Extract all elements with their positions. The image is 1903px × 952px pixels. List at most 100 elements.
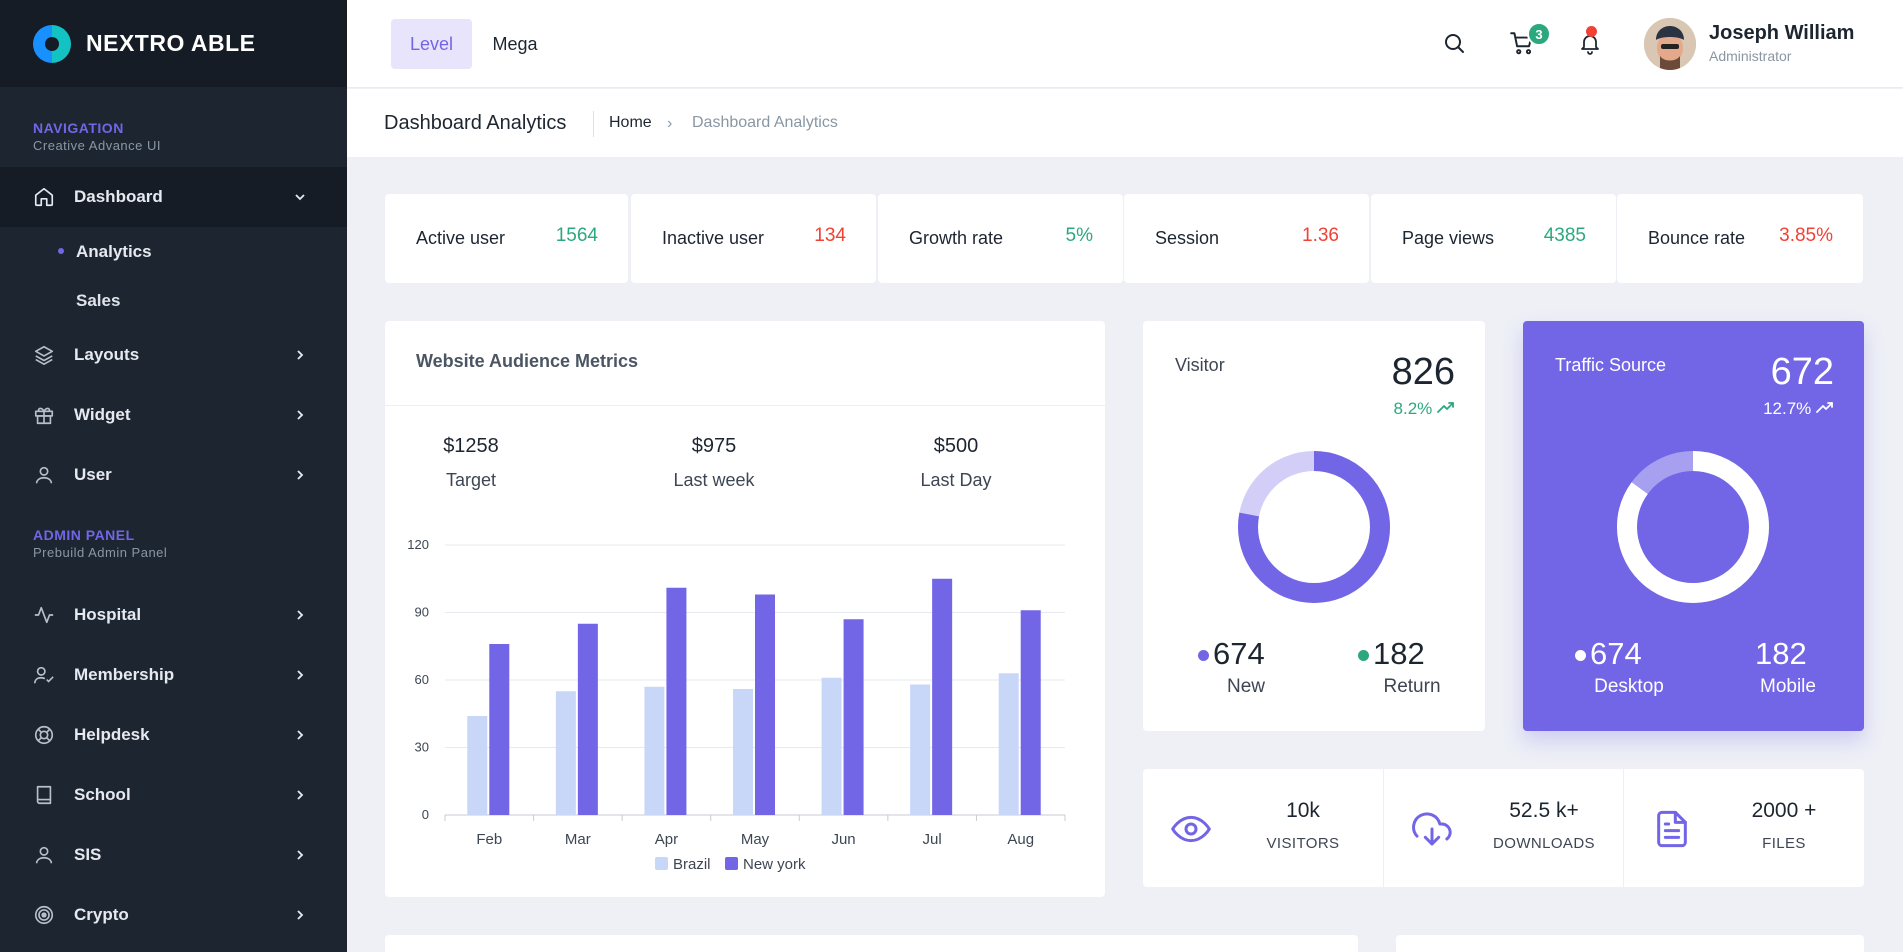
mini-stat-label: VISITORS	[1266, 835, 1340, 852]
tab-mega[interactable]: Mega	[492, 33, 538, 54]
sidebar-item-school[interactable]: School	[0, 765, 347, 825]
sidebar-subitem-sales[interactable]: Sales	[0, 276, 347, 325]
sidebar-item-widget[interactable]: Widget	[0, 385, 347, 445]
bar-new-york-jun	[843, 619, 864, 815]
metric-last-week: $975 Last week	[634, 435, 794, 491]
breadcrumb-divider	[593, 111, 594, 137]
bar-new-york-aug	[1020, 610, 1041, 815]
subitem-label: Sales	[76, 290, 121, 310]
mini-stat-files: 2000 + FILES	[1624, 769, 1864, 887]
activity-icon	[33, 604, 55, 626]
traffic-desktop-value: 674	[1575, 636, 1642, 672]
sidebar-item-helpdesk[interactable]: Helpdesk	[0, 705, 347, 765]
sidebar-subitem-analytics[interactable]: Analytics	[0, 227, 347, 276]
sidebar-item-label: SIS	[74, 845, 102, 864]
legend-label: New york	[743, 856, 806, 873]
bottom-card-right	[1396, 935, 1864, 952]
sidebar-item-label: Hospital	[74, 605, 142, 624]
tab-level[interactable]: Level	[391, 19, 472, 69]
chevron-right-icon	[297, 470, 304, 480]
user-icon	[33, 844, 55, 866]
stat-value: 4385	[1543, 225, 1586, 246]
x-tick-label: Jul	[923, 831, 942, 848]
sidebar: NEXTRO ABLE NAVIGATION Creative Advance …	[0, 0, 347, 952]
breadcrumb-home-link[interactable]: Home	[609, 114, 652, 131]
audience-metrics-card: Website Audience Metrics $1258 Target $9…	[385, 321, 1105, 897]
sidebar-item-membership[interactable]: Membership	[0, 645, 347, 705]
caption-subtitle: Prebuild Admin Panel	[33, 545, 168, 560]
y-tick-label: 60	[415, 672, 429, 687]
book-icon	[33, 784, 55, 806]
visitor-donut-chart	[1238, 451, 1390, 603]
avatar[interactable]	[1644, 18, 1696, 70]
metric-label: Target	[445, 470, 497, 490]
stat-card-bounce-rate: Bounce rate 3.85%	[1617, 194, 1863, 283]
stat-label: Page views	[1402, 228, 1495, 248]
cart-badge: 3	[1527, 22, 1551, 46]
metric-last-day: $500 Last Day	[876, 435, 1036, 491]
stat-label: Active user	[416, 228, 506, 248]
metric-target: $1258 Target	[391, 435, 551, 491]
chevron-right-icon	[297, 790, 304, 800]
visitor-return-value: 182	[1358, 636, 1425, 672]
sidebar-item-crypto[interactable]: Crypto	[0, 885, 347, 945]
audience-bar-chart: 0 30 60 90 120 Feb Mar Apr May Jun Jul Aug Brazil New…	[407, 537, 1066, 873]
visitor-total: 826	[1391, 351, 1455, 393]
eye-icon	[1171, 815, 1211, 843]
metric-label: Last week	[673, 470, 755, 490]
traffic-change: 12.7%	[1763, 399, 1834, 419]
layers-icon	[33, 344, 55, 366]
stat-label: Growth rate	[909, 228, 1004, 248]
logo-bar: NEXTRO ABLE	[0, 0, 347, 87]
chevron-right-icon	[297, 670, 304, 680]
search-icon[interactable]	[1439, 28, 1469, 58]
trending-up-icon	[1816, 402, 1833, 413]
x-tick-label: May	[741, 831, 770, 848]
bar-brazil-jul	[910, 684, 931, 815]
bar-new-york-may	[755, 594, 775, 815]
chevron-right-icon	[297, 730, 304, 740]
metric-value: $975	[691, 435, 737, 457]
stat-card-growth-rate: Growth rate 5%	[878, 194, 1123, 283]
stat-label: Inactive user	[662, 228, 765, 248]
x-tick-label: Aug	[1007, 831, 1034, 848]
traffic-total: 672	[1770, 351, 1834, 393]
sidebar-item-layouts[interactable]: Layouts	[0, 325, 347, 385]
traffic-donut-chart	[1617, 451, 1769, 603]
bar-brazil-mar	[555, 691, 576, 815]
bar-new-york-mar	[577, 623, 598, 815]
stat-card-page-views: Page views 4385	[1371, 194, 1616, 283]
mini-stat-value: 52.5 k+	[1509, 799, 1579, 822]
active-dot	[58, 248, 64, 254]
desktop-dot	[1575, 650, 1586, 662]
admin-panel-caption: ADMIN PANEL Prebuild Admin Panel	[0, 505, 347, 585]
user-name[interactable]: Joseph William	[1709, 22, 1855, 44]
sidebar-item-user[interactable]: User	[0, 445, 347, 505]
sidebar-item-label: Layouts	[74, 345, 140, 364]
sidebar-item-hospital[interactable]: Hospital	[0, 585, 347, 645]
sidebar-item-label: Widget	[74, 405, 131, 424]
sidebar-item-dashboard[interactable]: Dashboard	[0, 167, 347, 227]
traffic-desktop-label: Desktop	[1594, 676, 1664, 697]
stat-card-session: Session 1.36	[1124, 194, 1369, 283]
stat-value: 1.36	[1302, 225, 1339, 246]
mini-stat-label: DOWNLOADS	[1493, 835, 1595, 852]
navigation-caption: NAVIGATION Creative Advance UI	[0, 87, 347, 167]
visitor-change-value: 8.2%	[1393, 399, 1433, 418]
bar-brazil-apr	[644, 686, 665, 815]
bar-brazil-jun	[821, 677, 842, 815]
return-value-text: 182	[1373, 636, 1425, 671]
home-icon	[33, 186, 55, 208]
stat-label: Bounce rate	[1648, 228, 1746, 248]
stat-value: 134	[814, 225, 846, 246]
metric-value: $1258	[443, 435, 499, 457]
sidebar-item-sis[interactable]: SIS	[0, 825, 347, 885]
visitor-return-label: Return	[1383, 676, 1441, 697]
mini-stat-downloads: 52.5 k+ DOWNLOADS	[1384, 769, 1623, 887]
user-role: Administrator	[1709, 48, 1792, 64]
traffic-label: Traffic Source	[1555, 355, 1667, 375]
stat-card-active-user: Active user 1564	[385, 194, 628, 283]
chevron-down-icon	[295, 194, 305, 201]
brand-name[interactable]: NEXTRO ABLE	[86, 30, 256, 56]
y-tick-label: 0	[422, 807, 429, 822]
